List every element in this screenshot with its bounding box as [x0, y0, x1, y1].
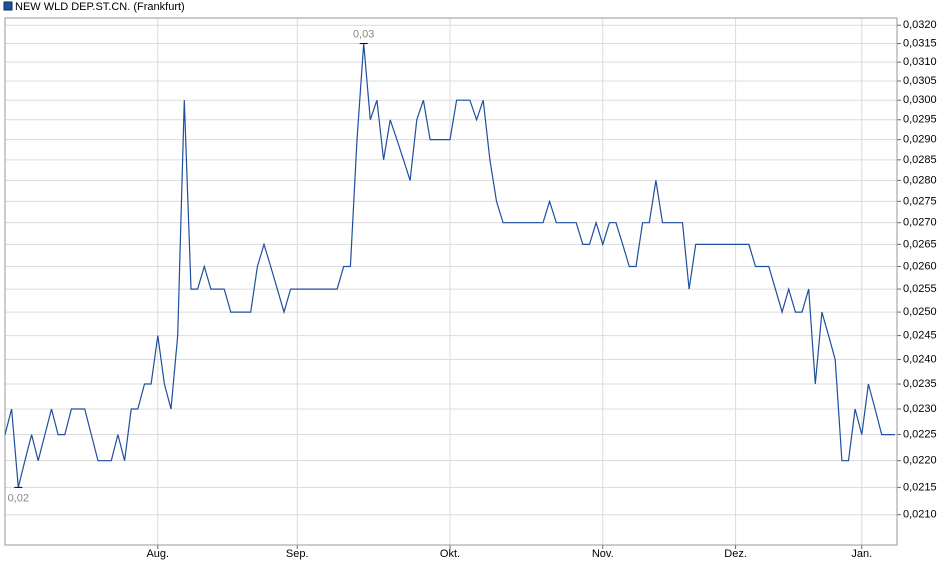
legend-swatch	[3, 1, 13, 11]
x-tick-label: Aug.	[146, 548, 169, 560]
plot-frame	[4, 17, 898, 546]
x-tick-label: Dez.	[724, 548, 747, 560]
y-tick-label: 0,0265	[903, 238, 937, 250]
y-tick-label: 0,0230	[903, 403, 937, 415]
y-tick-label: 0,0245	[903, 329, 937, 341]
extreme-label: 0,02	[8, 492, 29, 504]
y-tick-label: 0,0270	[903, 217, 937, 229]
y-tick-label: 0,0315	[903, 37, 937, 49]
y-tick-label: 0,0305	[903, 75, 937, 87]
y-tick-label: 0,0220	[903, 455, 937, 467]
y-tick-label: 0,0225	[903, 428, 937, 440]
y-tick-label: 0,0250	[903, 306, 937, 318]
y-tick-label: 0,0310	[903, 56, 937, 68]
x-tick-label: Jan.	[851, 548, 872, 560]
y-tick-label: 0,0235	[903, 378, 937, 390]
x-tick-label: Sep.	[286, 548, 309, 560]
y-tick-label: 0,0210	[903, 509, 937, 521]
x-tick-label: Okt.	[440, 548, 460, 560]
y-tick-label: 0,0215	[903, 481, 937, 493]
y-tick-label: 0,0260	[903, 260, 937, 272]
y-tick-label: 0,0255	[903, 283, 937, 295]
y-tick-label: 0,0295	[903, 114, 937, 126]
price-line	[4, 43, 895, 488]
y-tick-label: 0,0290	[903, 134, 937, 146]
y-tick-label: 0,0240	[903, 353, 937, 365]
y-tick-label: 0,0280	[903, 174, 937, 186]
y-tick-label: 0,0275	[903, 195, 937, 207]
x-tick-label: Nov.	[592, 548, 614, 560]
y-tick-label: 0,0320	[903, 19, 937, 31]
y-tick-label: 0,0285	[903, 154, 937, 166]
extreme-label: 0,03	[353, 28, 374, 40]
y-tick-label: 0,0300	[903, 94, 937, 106]
legend-label: NEW WLD DEP.ST.CN. (Frankfurt)	[15, 1, 185, 13]
